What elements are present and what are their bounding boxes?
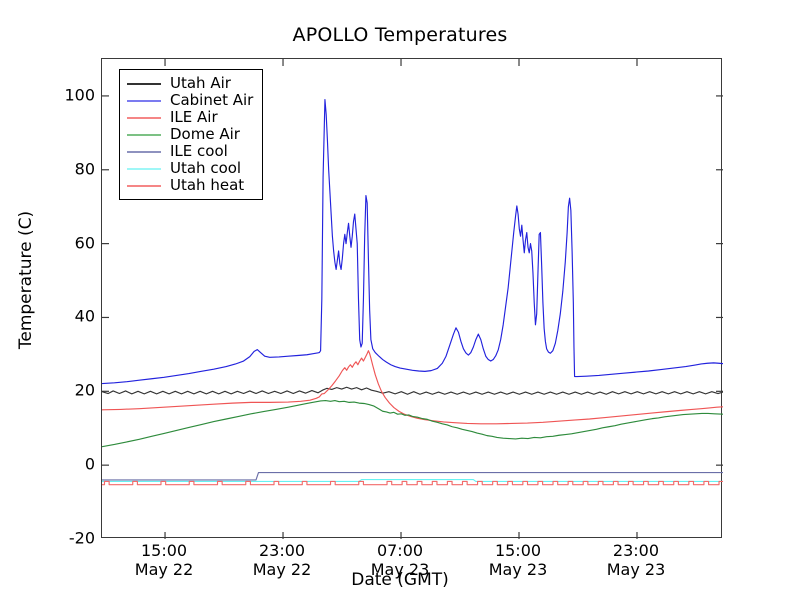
y-tick-label: -20	[68, 528, 95, 548]
x-tick-label: 15:00 May 22	[104, 541, 224, 579]
legend-swatch-icon	[127, 133, 161, 136]
legend-item-label: ILE Air	[170, 108, 218, 126]
series-line-ile-cool	[102, 471, 723, 481]
legend-item-label: ILE cool	[170, 142, 228, 160]
x-tick-label: 15:00 May 23	[458, 541, 578, 579]
x-tick-time: 23:00	[612, 541, 660, 560]
legend-swatch-icon	[127, 99, 161, 102]
legend-item-label: Utah cool	[170, 159, 242, 177]
series-line-utah-heat	[102, 480, 723, 486]
legend-swatch-icon	[127, 82, 161, 85]
legend-item[interactable]: Utah heat	[127, 177, 253, 194]
y-tick-label: 20	[74, 380, 95, 400]
legend-item[interactable]: Cabinet Air	[127, 92, 253, 109]
x-tick-label: 23:00 May 22	[222, 541, 342, 579]
legend-item[interactable]: Utah Air	[127, 75, 253, 92]
legend-item-label: Dome Air	[170, 125, 240, 143]
series-line-dome-air	[102, 399, 723, 448]
legend-item-label: Cabinet Air	[170, 91, 254, 109]
y-axis-tick-labels: -20 0 20 40 60 80 100	[41, 58, 95, 547]
x-tick-label: 23:00 May 23	[576, 541, 696, 579]
x-tick-date: May 22	[134, 560, 194, 579]
x-tick-time: 15:00	[494, 541, 542, 560]
legend-item[interactable]: Utah cool	[127, 160, 253, 177]
page-title: APOLLO Temperatures	[292, 24, 508, 46]
legend-item[interactable]: ILE Air	[127, 109, 253, 126]
y-axis-label: Temperature (C)	[16, 210, 36, 350]
x-tick-time: 15:00	[140, 541, 188, 560]
legend-swatch-icon	[127, 167, 161, 170]
legend-item[interactable]: ILE cool	[127, 143, 253, 160]
x-tick-date: May 23	[606, 560, 666, 579]
y-tick-label: 0	[84, 454, 95, 474]
x-tick-time: 07:00	[376, 541, 424, 560]
legend: Utah Air Cabinet Air ILE Air Dome Air ILE co…	[119, 69, 264, 200]
legend-swatch-icon	[127, 116, 161, 119]
series-line-utah-air	[102, 386, 723, 395]
y-tick-label: 100	[64, 85, 95, 105]
legend-swatch-icon	[127, 184, 161, 187]
plot-svg	[102, 59, 723, 539]
series-line-utah-cool	[102, 478, 723, 482]
x-axis-tick-labels: 15:00 May 22 23:00 May 22 07:00 May 23 15:00 Ma…	[101, 541, 722, 587]
legend-item-label: Utah Air	[170, 74, 231, 92]
series-line-ile-air	[102, 350, 723, 425]
x-tick-time: 23:00	[258, 541, 306, 560]
legend-item[interactable]: Dome Air	[127, 126, 253, 143]
x-tick-date: May 22	[252, 560, 312, 579]
legend-swatch-icon	[127, 150, 161, 153]
y-tick-label: 60	[74, 233, 95, 253]
legend-item-label: Utah heat	[170, 176, 245, 194]
x-tick-label: 07:00 May 23	[340, 541, 460, 579]
series-line-cabinet-air	[102, 99, 723, 385]
y-tick-label: 40	[74, 306, 95, 326]
x-tick-date: May 23	[370, 560, 430, 579]
x-axis-label: Date (GMT)	[351, 570, 449, 590]
x-tick-date: May 23	[488, 560, 548, 579]
y-tick-label: 80	[74, 159, 95, 179]
